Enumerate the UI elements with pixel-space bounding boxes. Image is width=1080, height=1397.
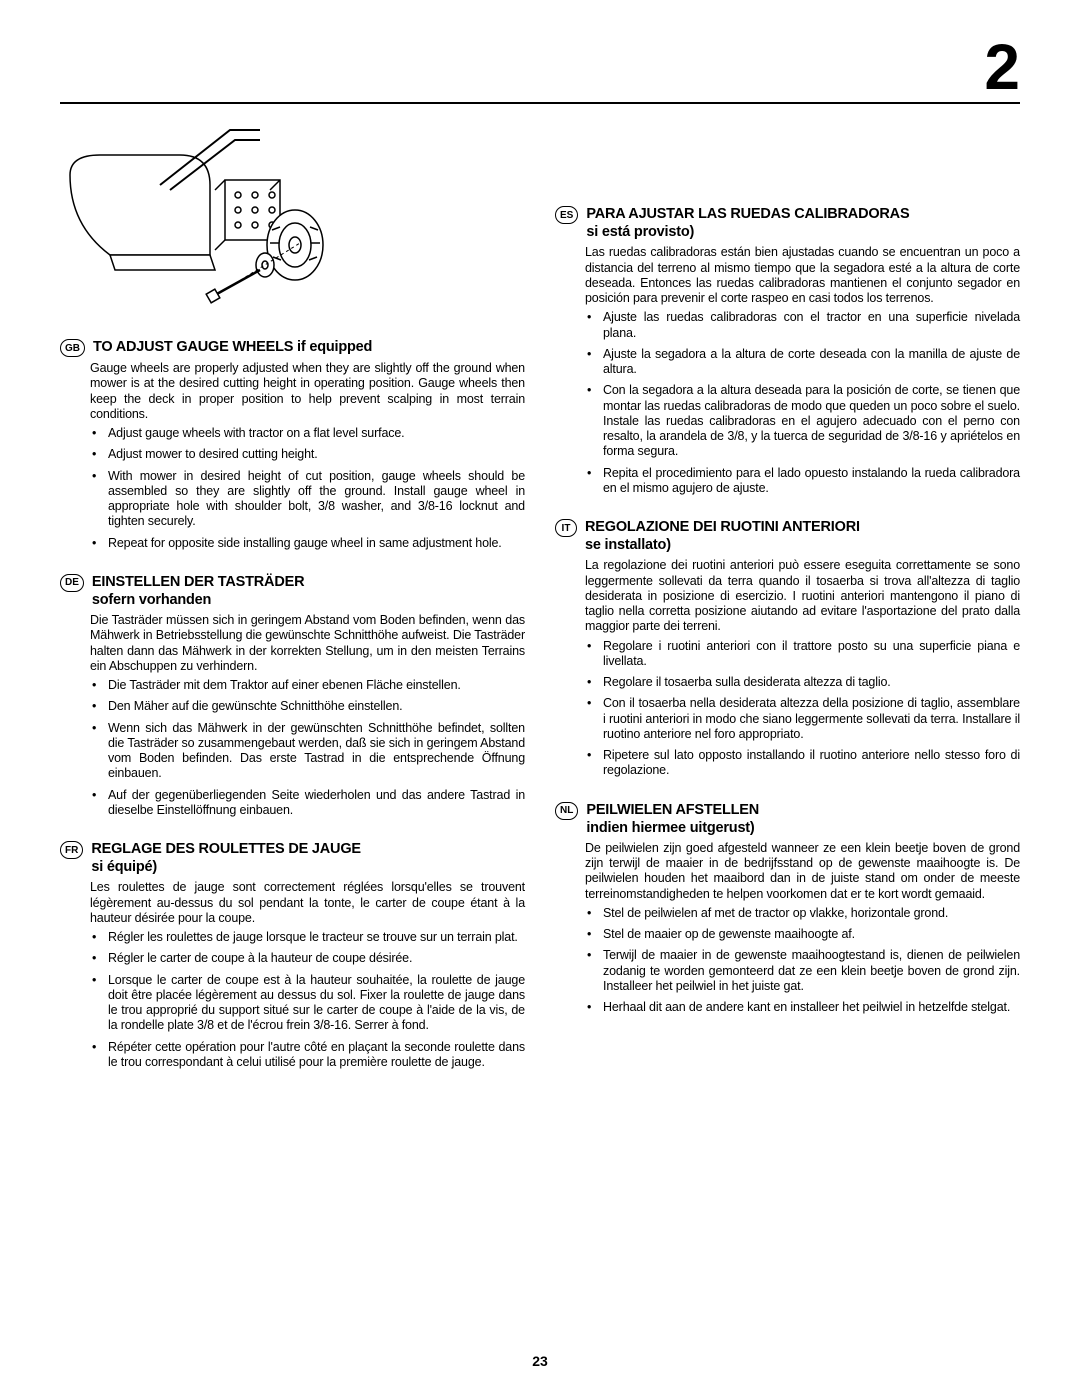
list-item: Ajuste las ruedas calibradoras con el tr…: [585, 310, 1020, 341]
left-column: GB TO ADJUST GAUGE WHEELS if equipped Ga…: [60, 115, 525, 1092]
list-item: Die Tasträder mit dem Traktor auf einer …: [90, 678, 525, 693]
bullets-de: Die Tasträder mit dem Traktor auf einer …: [90, 678, 525, 818]
list-item: Terwijl de maaier in de gewenste maaihoo…: [585, 948, 1020, 994]
bullets-es: Ajuste las ruedas calibradoras con el tr…: [585, 310, 1020, 496]
title-line: sofern vorhanden: [92, 591, 304, 609]
heading-row: FR REGLAGE DES ROULETTES DE JAUGE si équ…: [60, 840, 525, 876]
title-line: REGLAGE DES ROULETTES DE JAUGE: [91, 841, 361, 857]
intro-es: Las ruedas calibradoras están bien ajust…: [585, 245, 1020, 306]
heading-it: REGOLAZIONE DEI RUOTINI ANTERIORI se ins…: [585, 518, 860, 554]
bullets-fr: Régler les roulettes de jauge lorsque le…: [90, 930, 525, 1070]
section-it: IT REGOLAZIONE DEI RUOTINI ANTERIORI se …: [555, 518, 1020, 779]
heading-fr: REGLAGE DES ROULETTES DE JAUGE si équipé…: [91, 840, 361, 876]
list-item: Adjust mower to desired cutting height.: [90, 447, 525, 462]
lang-badge-it: IT: [555, 519, 577, 537]
intro-nl: De peilwielen zijn goed afgesteld wannee…: [585, 841, 1020, 902]
title-line: si está provisto): [586, 223, 909, 241]
section-nl: NL PEILWIELEN AFSTELLEN indien hiermee u…: [555, 801, 1020, 1016]
heading-nl: PEILWIELEN AFSTELLEN indien hiermee uitg…: [586, 801, 759, 837]
page-number: 23: [0, 1353, 1080, 1369]
title-line: EINSTELLEN DER TASTRÄDER: [92, 574, 304, 590]
list-item: Adjust gauge wheels with tractor on a fl…: [90, 426, 525, 441]
title-line: si équipé): [91, 858, 361, 876]
heading-de: EINSTELLEN DER TASTRÄDER sofern vorhande…: [92, 573, 304, 609]
list-item: Ripetere sul lato opposto installando il…: [585, 748, 1020, 779]
content: GB TO ADJUST GAUGE WHEELS if equipped Ga…: [60, 115, 1020, 1092]
heading-gb: TO ADJUST GAUGE WHEELS if equipped: [93, 338, 372, 356]
list-item: Lorsque le carter de coupe est à la haut…: [90, 973, 525, 1034]
section-fr: FR REGLAGE DES ROULETTES DE JAUGE si équ…: [60, 840, 525, 1070]
list-item: Stel de peilwielen af met de tractor op …: [585, 906, 1020, 921]
bullets-it: Regolare i ruotini anteriori con il trat…: [585, 639, 1020, 779]
lang-badge-gb: GB: [60, 339, 85, 357]
spacer: [555, 115, 1020, 205]
list-item: Regolare il tosaerba sulla desiderata al…: [585, 675, 1020, 690]
heading-row: DE EINSTELLEN DER TASTRÄDER sofern vorha…: [60, 573, 525, 609]
bullets-nl: Stel de peilwielen af met de tractor op …: [585, 906, 1020, 1016]
list-item: Stel de maaier op de gewenste maaihoogte…: [585, 927, 1020, 942]
heading-row: IT REGOLAZIONE DEI RUOTINI ANTERIORI se …: [555, 518, 1020, 554]
list-item: Ajuste la segadora a la altura de corte …: [585, 347, 1020, 378]
list-item: Repeat for opposite side installing gaug…: [90, 536, 525, 551]
heading-row: ES PARA AJUSTAR LAS RUEDAS CALIBRADORAS …: [555, 205, 1020, 241]
list-item: Con la segadora a la altura deseada para…: [585, 383, 1020, 459]
intro-it: La regolazione dei ruotini anteriori può…: [585, 558, 1020, 634]
chapter-number: 2: [984, 30, 1020, 104]
title-line: indien hiermee uitgerust): [586, 819, 759, 837]
divider: [60, 102, 1020, 104]
list-item: Con il tosaerba nella desiderata altezza…: [585, 696, 1020, 742]
heading-row: NL PEILWIELEN AFSTELLEN indien hiermee u…: [555, 801, 1020, 837]
intro-de: Die Tasträder müssen sich in geringem Ab…: [90, 613, 525, 674]
list-item: Régler les roulettes de jauge lorsque le…: [90, 930, 525, 945]
list-item: Régler le carter de coupe à la hauteur d…: [90, 951, 525, 966]
title-line: se installato): [585, 536, 860, 554]
list-item: Regolare i ruotini anteriori con il trat…: [585, 639, 1020, 670]
heading-row: GB TO ADJUST GAUGE WHEELS if equipped: [60, 338, 525, 357]
section-de: DE EINSTELLEN DER TASTRÄDER sofern vorha…: [60, 573, 525, 818]
lang-badge-fr: FR: [60, 841, 83, 859]
intro-gb: Gauge wheels are properly adjusted when …: [90, 361, 525, 422]
list-item: Repita el procedimiento para el lado opu…: [585, 466, 1020, 497]
intro-fr: Les roulettes de jauge sont correctement…: [90, 880, 525, 926]
list-item: Wenn sich das Mähwerk in der gewünschten…: [90, 721, 525, 782]
section-es: ES PARA AJUSTAR LAS RUEDAS CALIBRADORAS …: [555, 205, 1020, 496]
heading-es: PARA AJUSTAR LAS RUEDAS CALIBRADORAS si …: [586, 205, 909, 241]
bullets-gb: Adjust gauge wheels with tractor on a fl…: [90, 426, 525, 551]
list-item: Herhaal dit aan de andere kant en instal…: [585, 1000, 1020, 1015]
lang-badge-es: ES: [555, 206, 578, 224]
lang-badge-de: DE: [60, 574, 84, 592]
right-column: ES PARA AJUSTAR LAS RUEDAS CALIBRADORAS …: [555, 115, 1020, 1092]
list-item: With mower in desired height of cut posi…: [90, 469, 525, 530]
list-item: Den Mäher auf die gewünschte Schnitthöhe…: [90, 699, 525, 714]
lang-badge-nl: NL: [555, 802, 578, 820]
list-item: Répéter cette opération pour l'autre côt…: [90, 1040, 525, 1071]
list-item: Auf der gegenüberliegenden Seite wiederh…: [90, 788, 525, 819]
title-line: PARA AJUSTAR LAS RUEDAS CALIBRADORAS: [586, 206, 909, 222]
gauge-wheel-diagram: [60, 115, 340, 315]
title-line: REGOLAZIONE DEI RUOTINI ANTERIORI: [585, 519, 860, 535]
title-line: PEILWIELEN AFSTELLEN: [586, 802, 759, 818]
section-gb: GB TO ADJUST GAUGE WHEELS if equipped Ga…: [60, 338, 525, 551]
